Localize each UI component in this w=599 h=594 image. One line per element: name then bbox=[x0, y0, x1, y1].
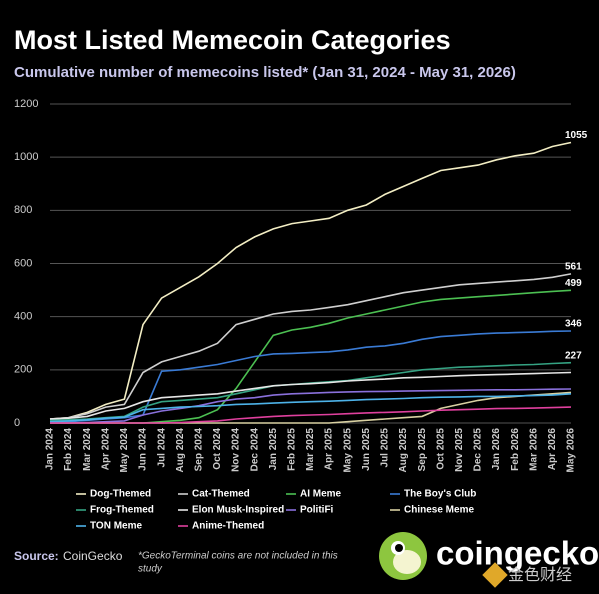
legend-label: Dog-Themed bbox=[90, 489, 151, 500]
x-tick-label: Nov 2025 bbox=[454, 428, 465, 472]
footnote: study bbox=[138, 564, 163, 575]
legend-label: AI Meme bbox=[300, 489, 342, 500]
x-tick-label: Oct 2024 bbox=[212, 428, 223, 470]
x-tick-label: Feb 2025 bbox=[287, 428, 298, 471]
x-tick-label: Jan 2024 bbox=[45, 428, 56, 471]
footnote: *GeckoTerminal coins are not included in… bbox=[138, 551, 338, 562]
x-tick-label: May 2024 bbox=[119, 428, 130, 473]
legend-label: PolitiFi bbox=[300, 505, 334, 516]
legend-label: TON Meme bbox=[90, 521, 142, 532]
series-line bbox=[49, 273, 572, 420]
series-line bbox=[50, 388, 572, 424]
end-label: 561 bbox=[565, 262, 582, 273]
y-tick-label: 400 bbox=[14, 311, 32, 323]
y-tick-label: 800 bbox=[14, 204, 32, 216]
x-tick-label: Jun 2025 bbox=[361, 428, 372, 471]
legend-label: The Boy's Club bbox=[404, 489, 476, 500]
series-line bbox=[50, 406, 572, 424]
x-tick-label: Sep 2024 bbox=[193, 428, 204, 472]
end-label: 1055 bbox=[565, 130, 588, 141]
x-tick-label: Jul 2025 bbox=[380, 428, 391, 468]
watermark: 金色财经 bbox=[508, 566, 572, 584]
y-tick-label: 1200 bbox=[14, 98, 38, 110]
x-tick-label: Mar 2026 bbox=[528, 428, 539, 471]
end-label: 227 bbox=[565, 350, 582, 361]
x-tick-label: Aug 2025 bbox=[398, 428, 409, 473]
x-tick-label: Aug 2024 bbox=[175, 428, 186, 473]
series-line bbox=[50, 330, 572, 423]
chart-title: Most Listed Memecoin Categories bbox=[14, 25, 451, 55]
legend-label: Frog-Themed bbox=[90, 505, 154, 516]
legend-label: Chinese Meme bbox=[404, 505, 474, 516]
y-tick-label: 0 bbox=[14, 417, 20, 429]
series-line bbox=[49, 361, 572, 422]
x-tick-label: Apr 2025 bbox=[324, 428, 335, 471]
x-tick-label: Feb 2024 bbox=[63, 428, 74, 471]
end-label: 346 bbox=[565, 319, 582, 330]
x-tick-label: May 2026 bbox=[566, 428, 577, 473]
series-line bbox=[49, 371, 572, 420]
x-tick-label: Sep 2025 bbox=[417, 428, 428, 472]
x-tick-label: Nov 2024 bbox=[231, 428, 242, 472]
y-tick-label: 200 bbox=[14, 364, 32, 376]
y-tick-label: 600 bbox=[14, 257, 32, 269]
x-tick-label: Dec 2025 bbox=[473, 428, 484, 472]
x-tick-label: Mar 2025 bbox=[305, 428, 316, 471]
x-tick-label: Jan 2026 bbox=[491, 428, 502, 471]
series-line bbox=[49, 141, 572, 420]
source-label: Source: bbox=[14, 549, 59, 563]
x-tick-label: Jan 2025 bbox=[268, 428, 279, 471]
x-tick-label: Feb 2026 bbox=[510, 428, 521, 471]
legend-label: Elon Musk-Inspired bbox=[192, 505, 284, 516]
x-tick-label: Apr 2026 bbox=[547, 428, 558, 471]
x-tick-label: Mar 2024 bbox=[82, 428, 93, 471]
legend-label: Cat-Themed bbox=[192, 489, 250, 500]
y-tick-label: 1000 bbox=[14, 151, 38, 163]
series-line bbox=[49, 393, 572, 423]
legend-label: Anime-Themed bbox=[192, 521, 264, 532]
source: CoinGecko bbox=[63, 549, 123, 563]
x-tick-label: Jul 2024 bbox=[156, 428, 167, 468]
chart-subtitle: Cumulative number of memecoins listed* (… bbox=[14, 64, 516, 81]
x-tick-label: May 2025 bbox=[342, 428, 353, 473]
logo-icon bbox=[379, 532, 427, 580]
logo-text: coingecko bbox=[436, 535, 599, 572]
watermark-icon bbox=[482, 562, 508, 588]
x-tick-label: Apr 2024 bbox=[100, 428, 111, 471]
x-tick-label: Oct 2025 bbox=[435, 428, 446, 470]
end-label: 499 bbox=[565, 278, 582, 289]
x-tick-label: Dec 2024 bbox=[249, 428, 260, 472]
x-tick-label: Jun 2024 bbox=[138, 428, 149, 471]
